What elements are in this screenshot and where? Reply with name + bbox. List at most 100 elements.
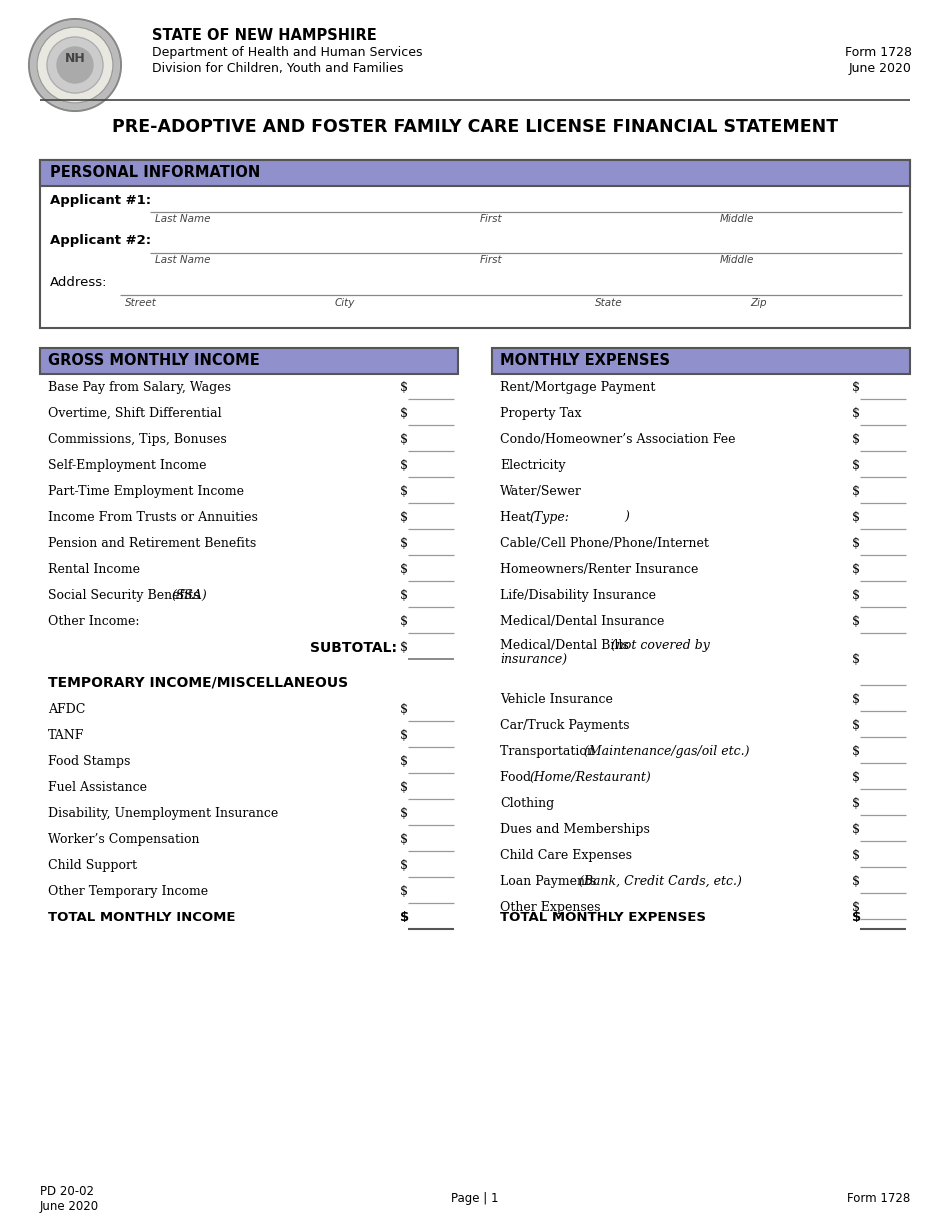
Text: MONTHLY EXPENSES: MONTHLY EXPENSES: [500, 353, 670, 368]
Text: $: $: [852, 692, 860, 706]
Text: (Bank, Credit Cards, etc.): (Bank, Credit Cards, etc.): [579, 875, 742, 888]
Text: $: $: [852, 589, 860, 601]
Text: Base Pay from Salary, Wages: Base Pay from Salary, Wages: [48, 381, 231, 394]
Text: June 2020: June 2020: [40, 1200, 99, 1213]
Text: $: $: [852, 875, 860, 888]
Text: Middle: Middle: [720, 214, 754, 224]
Text: Last Name: Last Name: [155, 255, 211, 264]
Text: Other Income:: Other Income:: [48, 615, 140, 629]
Text: $: $: [400, 755, 408, 768]
Text: Car/Truck Payments: Car/Truck Payments: [500, 720, 630, 732]
Bar: [40, 160, 910, 328]
Text: $: $: [852, 902, 860, 914]
Text: Other Expenses: Other Expenses: [500, 902, 600, 914]
Circle shape: [57, 47, 93, 82]
Text: State: State: [595, 298, 622, 308]
Text: Commissions, Tips, Bonuses: Commissions, Tips, Bonuses: [48, 433, 227, 446]
Text: Child Care Expenses: Child Care Expenses: [500, 849, 632, 862]
Text: $: $: [400, 615, 408, 629]
Text: $: $: [400, 833, 408, 846]
Text: (Maintenance/gas/oil etc.): (Maintenance/gas/oil etc.): [584, 745, 750, 758]
Text: Rental Income: Rental Income: [48, 563, 140, 576]
Text: Page | 1: Page | 1: [451, 1192, 499, 1205]
Text: $: $: [400, 859, 408, 872]
Text: PERSONAL INFORMATION: PERSONAL INFORMATION: [50, 165, 260, 180]
Text: First: First: [480, 214, 503, 224]
Text: $: $: [852, 849, 860, 862]
Bar: [40, 160, 910, 186]
Text: $: $: [852, 538, 860, 550]
Text: insurance): insurance): [500, 653, 567, 665]
Text: Part-Time Employment Income: Part-Time Employment Income: [48, 485, 244, 498]
Text: Life/Disability Insurance: Life/Disability Insurance: [500, 589, 656, 601]
Text: Department of Health and Human Services: Department of Health and Human Services: [152, 46, 423, 59]
Text: Income From Trusts or Annuities: Income From Trusts or Annuities: [48, 510, 257, 524]
Text: ): ): [565, 510, 630, 524]
Text: $: $: [852, 745, 860, 758]
Text: Overtime, Shift Differential: Overtime, Shift Differential: [48, 407, 221, 419]
Text: $: $: [852, 485, 860, 498]
Bar: [40, 160, 910, 186]
Text: Worker’s Compensation: Worker’s Compensation: [48, 833, 200, 846]
Text: First: First: [480, 255, 503, 264]
Text: Water/Sewer: Water/Sewer: [500, 485, 581, 498]
Text: Middle: Middle: [720, 255, 754, 264]
Text: TEMPORARY INCOME/MISCELLANEOUS: TEMPORARY INCOME/MISCELLANEOUS: [48, 676, 348, 690]
Text: $: $: [852, 653, 860, 665]
Text: TANF: TANF: [48, 729, 85, 742]
Text: PRE-ADOPTIVE AND FOSTER FAMILY CARE LICENSE FINANCIAL STATEMENT: PRE-ADOPTIVE AND FOSTER FAMILY CARE LICE…: [112, 118, 838, 137]
Bar: [492, 348, 910, 374]
Circle shape: [31, 21, 119, 109]
Bar: [40, 348, 458, 374]
Text: NH: NH: [65, 53, 86, 65]
Text: $: $: [852, 459, 860, 472]
Text: $: $: [852, 381, 860, 394]
Text: Address:: Address:: [50, 276, 107, 289]
Text: $: $: [400, 641, 408, 654]
Bar: [492, 348, 910, 374]
Text: Vehicle Insurance: Vehicle Insurance: [500, 692, 613, 706]
Text: $: $: [400, 538, 408, 550]
Text: June 2020: June 2020: [849, 62, 912, 75]
Text: Clothing: Clothing: [500, 797, 554, 811]
Text: $: $: [400, 381, 408, 394]
Text: $: $: [852, 771, 860, 784]
Circle shape: [29, 18, 121, 111]
Text: $: $: [400, 485, 408, 498]
Text: Homeowners/Renter Insurance: Homeowners/Renter Insurance: [500, 563, 698, 576]
Text: Rent/Mortgage Payment: Rent/Mortgage Payment: [500, 381, 656, 394]
Text: Heat: Heat: [500, 510, 535, 524]
Text: Form 1728: Form 1728: [846, 1192, 910, 1205]
Text: $: $: [400, 886, 408, 898]
Text: Property Tax: Property Tax: [500, 407, 581, 419]
Text: Form 1728: Form 1728: [845, 46, 912, 59]
Text: AFDC: AFDC: [48, 704, 86, 716]
Circle shape: [37, 27, 113, 103]
Text: $: $: [852, 563, 860, 576]
Text: Child Support: Child Support: [48, 859, 137, 872]
Text: TOTAL MONTHLY EXPENSES: TOTAL MONTHLY EXPENSES: [500, 911, 706, 924]
Text: Condo/Homeowner’s Association Fee: Condo/Homeowner’s Association Fee: [500, 433, 735, 446]
Text: City: City: [335, 298, 355, 308]
Text: TOTAL MONTHLY INCOME: TOTAL MONTHLY INCOME: [48, 911, 236, 924]
Text: Loan Payments: Loan Payments: [500, 875, 600, 888]
Text: $: $: [400, 781, 408, 795]
Text: Medical/Dental Bills: Medical/Dental Bills: [500, 640, 633, 652]
Text: Medical/Dental Insurance: Medical/Dental Insurance: [500, 615, 664, 629]
Text: Other Temporary Income: Other Temporary Income: [48, 886, 208, 898]
Text: Disability, Unemployment Insurance: Disability, Unemployment Insurance: [48, 807, 278, 820]
Text: Food Stamps: Food Stamps: [48, 755, 130, 768]
Text: GROSS MONTHLY INCOME: GROSS MONTHLY INCOME: [48, 353, 259, 368]
Text: PD 20-02: PD 20-02: [40, 1184, 94, 1198]
Text: $: $: [852, 433, 860, 446]
Text: $: $: [400, 589, 408, 601]
Text: Electricity: Electricity: [500, 459, 565, 472]
Text: Social Security Benefits: Social Security Benefits: [48, 589, 203, 601]
Text: $: $: [400, 704, 408, 716]
Text: $: $: [400, 911, 409, 924]
Text: Self-Employment Income: Self-Employment Income: [48, 459, 206, 472]
Text: $: $: [400, 510, 408, 524]
Text: Street: Street: [125, 298, 157, 308]
Text: Dues and Memberships: Dues and Memberships: [500, 823, 650, 836]
Text: Last Name: Last Name: [155, 214, 211, 224]
